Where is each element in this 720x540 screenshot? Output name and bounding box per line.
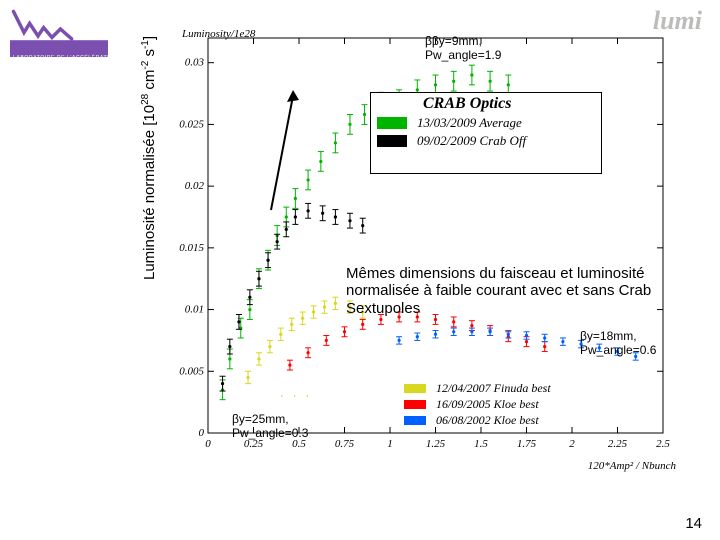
svg-text:2.5: 2.5: [656, 438, 670, 450]
plot-x-label: 120*Amp² / Nbunch: [588, 460, 676, 472]
arrow: [263, 90, 299, 220]
svg-text:0.03: 0.03: [185, 57, 205, 69]
annot-mid: Mêmes dimensions du faisceau et luminosi…: [346, 265, 666, 317]
annot-top-l2: Pw_angle=1.9: [425, 48, 501, 62]
legend-row: 16/09/2005 Kloe best: [404, 397, 632, 412]
dotted-yellow: · · ·: [280, 390, 312, 402]
annot-bl: βy=25mm, Pw_angle=0.3: [232, 413, 308, 441]
logo-text1: LABORATOIRE DE L'ACCÉLÉRATEUR: [10, 55, 153, 61]
annot-br-l2: Pw_angle=0.6: [580, 343, 656, 357]
logo-text2: L I N É A I R E: [10, 65, 153, 72]
annot-br-l1: βy=18mm,: [580, 329, 637, 343]
lal-logo: LABORATOIRE DE L'ACCÉLÉRATEUR L I N É A …: [10, 8, 108, 57]
page-number: 14: [685, 515, 702, 532]
legend-row: 13/03/2009 Average: [377, 115, 595, 131]
annot-bl-l1: βy=25mm,: [232, 412, 289, 426]
annot-top-l1: βy=9mm,: [425, 34, 482, 48]
svg-text:0: 0: [199, 427, 205, 439]
annot-top: βy=9mm, Pw_angle=1.9: [425, 35, 501, 63]
svg-text:1: 1: [387, 438, 393, 450]
annot-br: βy=18mm, Pw_angle=0.6: [580, 330, 656, 358]
legend-row: 06/08/2002 Kloe best: [404, 413, 632, 428]
svg-text:0.005: 0.005: [179, 365, 204, 377]
annot-bl-l2: Pw_angle=0.3: [232, 426, 308, 440]
legend-row: 09/02/2009 Crab Off: [377, 133, 595, 149]
legend-dates: 12/04/2007 Finuda best16/09/2005 Kloe be…: [400, 380, 636, 442]
svg-text:0.01: 0.01: [185, 304, 204, 316]
svg-text:0.75: 0.75: [335, 438, 355, 450]
svg-text:0: 0: [205, 438, 211, 450]
svg-text:0.02: 0.02: [185, 180, 205, 192]
svg-text:0.025: 0.025: [179, 118, 204, 130]
legend-crab: CRAB Optics 13/03/2009 Average 09/02/2009…: [370, 92, 602, 174]
slide: LABORATOIRE DE L'ACCÉLÉRATEUR L I N É A …: [0, 0, 720, 540]
legend-row: 12/04/2007 Finuda best: [404, 381, 632, 396]
legend-title: CRAB Optics: [423, 95, 601, 113]
svg-text:0.015: 0.015: [179, 242, 204, 254]
y-axis-label: Luminosité normalisée [1028 cm-2 s-1]: [140, 36, 158, 280]
